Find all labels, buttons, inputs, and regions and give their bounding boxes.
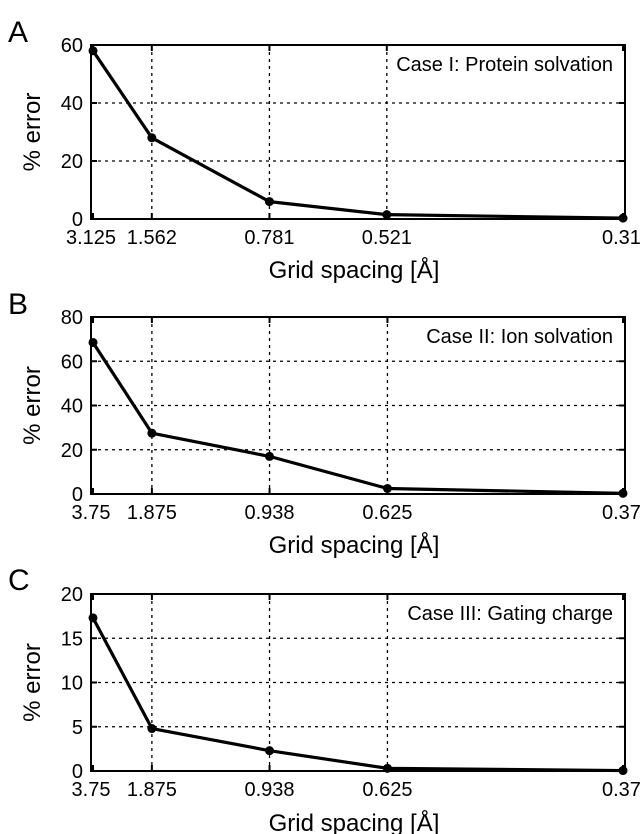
x-tick-label: 1.875: [127, 779, 177, 801]
case-annotation: Case II: Ion solvation: [426, 326, 613, 348]
series-line: [91, 341, 624, 495]
data-point: [147, 133, 157, 143]
x-axis-label: Grid spacing [Å]: [269, 809, 440, 834]
series-line: [91, 617, 624, 773]
case-annotation: Case I: Protein solvation: [396, 54, 613, 76]
data-point: [147, 428, 157, 438]
data-point: [265, 451, 275, 461]
y-tick-label: 15: [61, 628, 83, 650]
chart-panel-b: 0 20 40 60 80 3.75 1.875 0.938 0.625 0.375 Case II…: [8, 288, 640, 559]
x-tick-label: 0.312: [602, 227, 640, 249]
data-point: [618, 213, 628, 223]
y-tick-label: 60: [61, 351, 83, 373]
x-tick-label: 3.75: [72, 779, 111, 801]
panel-label: C: [8, 564, 30, 597]
x-axis-label: Grid spacing [Å]: [269, 531, 440, 559]
data-point: [618, 766, 628, 776]
x-tick-label: 0.938: [245, 779, 295, 801]
y-tick-label: 0: [72, 209, 83, 231]
x-tick-label: 0.938: [245, 502, 295, 524]
chart-panel-a: 0 20 40 60 3.125 1.562 0.781 0.521 0.312 Case I: …: [8, 16, 640, 284]
y-tick-label: 20: [61, 151, 83, 173]
x-tick-label: 0.625: [362, 779, 412, 801]
data-point: [382, 483, 392, 493]
x-tick-label: 1.562: [127, 227, 177, 249]
data-point: [147, 724, 157, 734]
y-tick-label: 20: [61, 440, 83, 462]
axes-frame: [90, 44, 626, 220]
y-tick-label: 5: [72, 717, 83, 739]
chart-panel-c: 0 5 10 15 20 3.75 1.875 0.938 0.625 0.375 Case III…: [8, 564, 640, 834]
y-tick-label: 80: [61, 307, 83, 329]
panel-label: B: [8, 288, 28, 321]
y-tick-label: 40: [61, 396, 83, 418]
y-tick-label: 20: [61, 584, 83, 606]
panel-label: A: [8, 16, 28, 49]
x-tick-label: 0.375: [602, 779, 640, 801]
data-point: [88, 337, 98, 347]
data-point: [382, 763, 392, 773]
x-axis-label: Grid spacing [Å]: [269, 256, 440, 284]
y-tick-label: 10: [61, 673, 83, 695]
y-axis-label: % error: [19, 643, 46, 722]
y-tick-label: 0: [72, 761, 83, 783]
data-point: [264, 197, 274, 207]
data-point: [265, 746, 275, 756]
y-axis-label: % error: [19, 366, 46, 445]
data-point: [88, 46, 98, 56]
data-point: [382, 210, 392, 220]
x-tick-label: 0.521: [362, 227, 412, 249]
case-annotation: Case III: Gating charge: [407, 603, 613, 625]
x-tick-label: 0.781: [244, 227, 294, 249]
y-axis-label: % error: [19, 93, 46, 172]
data-point: [88, 613, 98, 623]
x-tick-label: 3.75: [72, 502, 111, 524]
x-tick-label: 0.625: [362, 502, 412, 524]
x-tick-label: 1.875: [127, 502, 177, 524]
x-tick-label: 3.125: [66, 227, 116, 249]
y-tick-label: 60: [61, 35, 83, 57]
x-tick-label: 0.375: [602, 502, 640, 524]
y-tick-label: 40: [61, 93, 83, 115]
y-tick-label: 0: [72, 484, 83, 506]
data-point: [618, 488, 628, 498]
